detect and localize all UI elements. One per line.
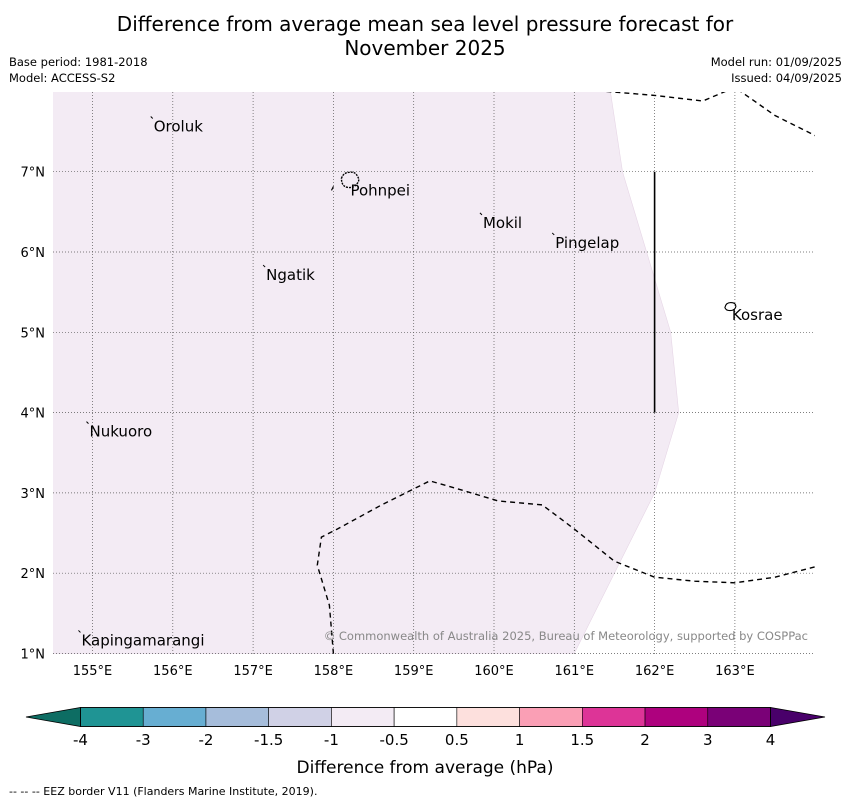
meta-right: Model run: 01/09/2025 Issued: 04/09/2025: [711, 54, 842, 86]
colorbar-tick-label: 1.5: [570, 731, 594, 749]
eez-border-line: [606, 92, 815, 137]
colorbar-under-arrow: [25, 707, 81, 727]
colorbar-tick-label: 3: [703, 731, 713, 749]
colorbar-tick-label: 1: [515, 731, 525, 749]
place-label: Kapingamarangi: [81, 631, 204, 649]
lon-tick-label: 158°E: [314, 664, 354, 679]
colorbar-bin: [519, 707, 583, 727]
colorbar-tick-label: -0.5: [379, 731, 408, 749]
eez-footnote: -- -- -- EEZ border V11 (Flanders Marine…: [9, 785, 318, 798]
title-line-1: Difference from average mean sea level p…: [116, 12, 734, 36]
issued-text: Issued: 04/09/2025: [731, 71, 842, 85]
colorbar-bin: [456, 707, 520, 727]
place-label: Ngatik: [266, 266, 315, 284]
colorbar-tick-label: 0.5: [445, 731, 469, 749]
colorbar-bin: [582, 707, 646, 727]
colorbar: -4 -3 -2 -1.5 -1 -0.5 0.5 1 1.5 2 3 4: [25, 707, 826, 749]
place-label: Oroluk: [154, 118, 203, 136]
colorbar-tick-label: -3: [136, 731, 151, 749]
model-run-text: Model run: 01/09/2025: [710, 55, 842, 69]
colorbar-tick-label: -1.5: [254, 731, 283, 749]
island-marker: [78, 630, 81, 633]
colorbar-tick-label: -1: [324, 731, 339, 749]
lat-tick-label: 6°N: [21, 246, 46, 261]
colorbar-tick-label: -4: [73, 731, 88, 749]
pohnpei-coastline: [340, 171, 360, 189]
eez-border-line: [316, 480, 815, 654]
island-coastline: [330, 186, 334, 191]
lat-tick-label: 4°N: [21, 407, 46, 422]
map-plot-area: Oroluk Pohnpei Mokil Pingelap Ngatik Kosrae Nu…: [53, 92, 815, 654]
title-line-2: November 2025: [344, 36, 506, 60]
colorbar-label: Difference from average (hPa): [297, 758, 554, 778]
colorbar-over-arrow: [770, 707, 826, 727]
colorbar-bin: [142, 707, 207, 727]
colorbar-tick-label: 4: [766, 731, 776, 749]
colorbar-tick-label: -2: [198, 731, 213, 749]
place-label: Mokil: [483, 214, 522, 232]
map-axes: 155°E 156°E 157°E 158°E 159°E 160°E 161°E 162°E…: [21, 166, 755, 679]
lon-tick-label: 163°E: [715, 664, 755, 679]
island-marker: [86, 421, 89, 424]
island-marker: [479, 212, 483, 216]
island-marker: [551, 232, 555, 236]
colorbar-bin: [644, 707, 709, 727]
lon-tick-label: 162°E: [635, 664, 675, 679]
kosrae-coastline: [724, 302, 737, 312]
colorbar-tick-label: 2: [640, 731, 650, 749]
colorbar-bin: [707, 707, 771, 727]
copyright-notice: © Commonwealth of Australia 2025, Bureau…: [324, 629, 808, 643]
lat-tick-label: 7°N: [21, 166, 46, 181]
colorbar-bin: [331, 707, 395, 727]
chart-title: Difference from average mean sea level p…: [0, 12, 850, 60]
island-marker: [150, 116, 154, 119]
meta-left: Base period: 1981-2018 Model: ACCESS-S2: [9, 54, 148, 86]
lat-tick-label: 5°N: [21, 326, 46, 341]
island-marker: [262, 264, 266, 268]
lat-tick-label: 1°N: [21, 648, 46, 663]
place-label: Pohnpei: [350, 182, 410, 200]
model-text: Model: ACCESS-S2: [9, 71, 116, 85]
base-period-text: Base period: 1981-2018: [9, 55, 148, 69]
place-label: Nukuoro: [89, 423, 152, 441]
lon-tick-label: 161°E: [555, 664, 595, 679]
lon-tick-label: 156°E: [153, 664, 193, 679]
colorbar-bin: [205, 707, 269, 727]
lon-tick-label: 160°E: [474, 664, 514, 679]
lat-tick-label: 3°N: [21, 487, 46, 502]
colorbar-frame: [80, 707, 771, 727]
colorbar-bin: [268, 707, 332, 727]
pressure-anomaly-region: [53, 92, 680, 654]
lon-tick-label: 155°E: [73, 664, 113, 679]
place-label: Pingelap: [555, 234, 619, 252]
lat-tick-label: 2°N: [21, 567, 46, 582]
colorbar-bin: [393, 707, 458, 727]
colorbar-bin: [80, 707, 144, 727]
lon-tick-label: 159°E: [394, 664, 434, 679]
lon-tick-label: 157°E: [233, 664, 273, 679]
place-label: Kosrae: [732, 306, 783, 324]
